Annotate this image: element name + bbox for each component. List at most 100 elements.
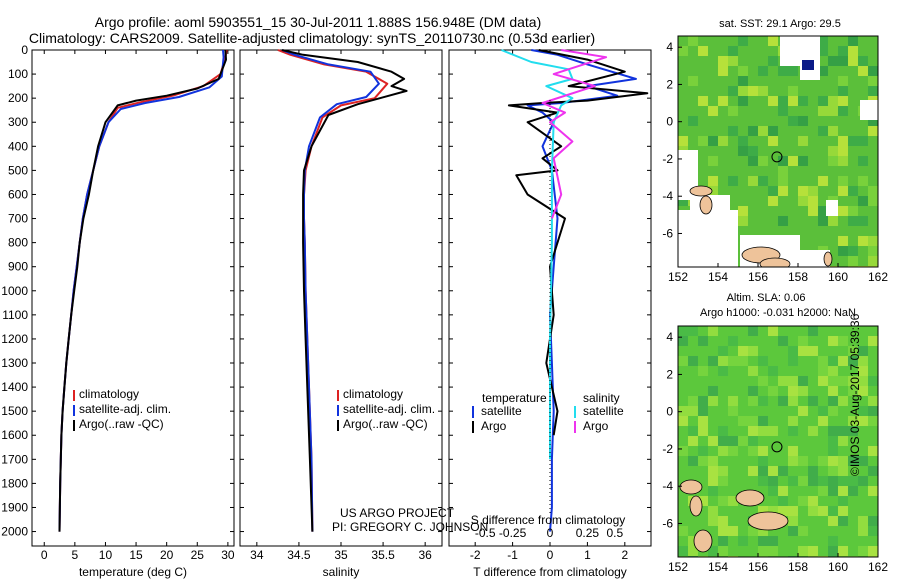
y-tick-label: 500 — [8, 163, 28, 177]
plot-frame-temperature — [31, 49, 235, 547]
x-axis-label: salinity — [323, 565, 360, 579]
map-field-sst — [678, 36, 878, 267]
credit-project: US ARGO PROJECT — [340, 506, 455, 520]
climatology-title: Climatology: CARS2009. Satellite-adjuste… — [28, 30, 596, 46]
top-tick-label: 0.25 — [576, 526, 600, 540]
land — [689, 185, 713, 197]
map-y-tick-label: -4 — [662, 189, 673, 203]
y-tick-label: 900 — [8, 260, 28, 274]
x-tick-label: 0 — [41, 548, 48, 562]
map-frame-sla — [677, 325, 879, 558]
legend-label: Argo — [481, 419, 507, 433]
legend-label: satellite-adj. clim. — [343, 402, 435, 416]
y-tick-label: 200 — [8, 91, 28, 105]
y-tick-label: 700 — [8, 212, 28, 226]
map-y-tick-label: -2 — [662, 152, 673, 166]
map-x-tick-label: 152 — [668, 560, 688, 574]
map-y-tick-label: -6 — [662, 516, 673, 530]
y-tick-label: 1800 — [1, 476, 28, 490]
y-tick-label: 1100 — [2, 308, 28, 322]
map-x-tick-label: 156 — [748, 560, 768, 574]
map-x-tick-label: 156 — [748, 270, 768, 284]
y-tick-label: 2000 — [1, 525, 28, 539]
x-tick-label: 5 — [72, 548, 79, 562]
profile-title: Argo profile: aoml 5903551_15 30-Jul-201… — [94, 14, 542, 30]
map-x-tick-label: 160 — [828, 270, 848, 284]
series-line-climatology — [277, 49, 389, 532]
legend-label: climatology — [343, 387, 403, 401]
top-tick-label: 0.5 — [606, 526, 623, 540]
map-x-tick-label: 154 — [708, 560, 728, 574]
y-tick-label: 1300 — [1, 356, 28, 370]
float-location-marker — [771, 441, 783, 453]
legend-label: satellite-adj. clim. — [79, 402, 171, 416]
map-x-tick-label: 152 — [668, 270, 688, 284]
sst-map-title: sat. SST: 29.1 Argo: 29.5 — [719, 18, 841, 30]
y-tick-label: 1000 — [1, 284, 28, 298]
map-y-tick-label: -6 — [662, 226, 673, 240]
y-tick-label: 1700 — [1, 452, 28, 466]
sla-map-subtitle: Argo h1000: -0.031 h2000: NaN — [700, 307, 856, 319]
map-frame-sst — [677, 35, 879, 268]
secondary-axis-label: S difference from climatology — [471, 513, 626, 527]
sla-map-title: Altim. SLA: 0.06 — [727, 292, 806, 304]
top-tick-label: 0 — [547, 526, 554, 540]
plot-frame-salinity — [239, 49, 443, 547]
x-tick-label: 2 — [621, 548, 628, 562]
map-y-tick-label: 2 — [666, 367, 673, 381]
x-tick-label: 34.5 — [287, 548, 311, 562]
timestamp-stamp: ©IMOS 03-Aug-2017 05:39:36 — [848, 313, 862, 476]
legend-label: Argo(..raw -QC) — [79, 417, 164, 431]
credit-pi: PI: GREGORY C. JOHNSON — [332, 520, 488, 534]
y-tick-label: 800 — [8, 236, 28, 250]
x-tick-label: -1 — [507, 548, 518, 562]
y-tick-label: 1900 — [1, 500, 28, 514]
top-tick-label: -0.25 — [499, 526, 527, 540]
land — [735, 489, 765, 507]
series-line-argo-raw-qc- — [58, 49, 227, 532]
x-tick-label: 25 — [191, 548, 205, 562]
series-line-climatology — [58, 49, 228, 532]
x-tick-label: 36 — [418, 548, 432, 562]
legend-label: climatology — [79, 387, 139, 401]
map-x-tick-label: 160 — [828, 560, 848, 574]
series-line-t-argo — [507, 49, 649, 436]
y-tick-label: 300 — [8, 115, 28, 129]
map-y-tick-label: 0 — [666, 115, 673, 129]
x-tick-label: 0 — [547, 548, 554, 562]
map-x-tick-label: 154 — [708, 270, 728, 284]
land — [747, 511, 789, 531]
x-tick-label: 30 — [221, 548, 235, 562]
x-tick-label: 10 — [99, 548, 113, 562]
x-tick-label: 35 — [334, 548, 348, 562]
legend-header: temperature — [482, 391, 547, 405]
top-tick-label: -0.5 — [475, 526, 496, 540]
x-tick-label: 1 — [584, 548, 591, 562]
x-tick-label: -2 — [470, 548, 481, 562]
land — [699, 195, 713, 215]
map-x-tick-label: 162 — [868, 270, 888, 284]
series-line-satellite-adj-clim- — [281, 49, 380, 532]
land — [689, 495, 703, 517]
y-tick-label: 100 — [8, 67, 28, 81]
x-tick-label: 34 — [250, 548, 264, 562]
map-y-tick-label: -2 — [662, 442, 673, 456]
series-line-argo-raw-qc- — [281, 49, 408, 532]
series-line-s-argo — [541, 49, 608, 219]
map-y-tick-label: -4 — [662, 479, 673, 493]
map-x-tick-label: 158 — [788, 560, 808, 574]
x-tick-label: 15 — [129, 548, 143, 562]
legend-header: salinity — [583, 391, 620, 405]
series-line-satellite-adj-clim- — [58, 49, 225, 532]
map-x-tick-label: 158 — [788, 270, 808, 284]
land — [823, 251, 833, 267]
land — [679, 479, 703, 495]
series-line-t-satellite — [526, 49, 637, 532]
y-tick-label: 1500 — [1, 404, 28, 418]
x-axis-label: T difference from climatology — [473, 565, 627, 579]
float-location-marker — [771, 151, 783, 163]
map-x-tick-label: 162 — [868, 560, 888, 574]
map-y-tick-label: 0 — [666, 405, 673, 419]
legend-label: Argo(..raw -QC) — [343, 417, 428, 431]
